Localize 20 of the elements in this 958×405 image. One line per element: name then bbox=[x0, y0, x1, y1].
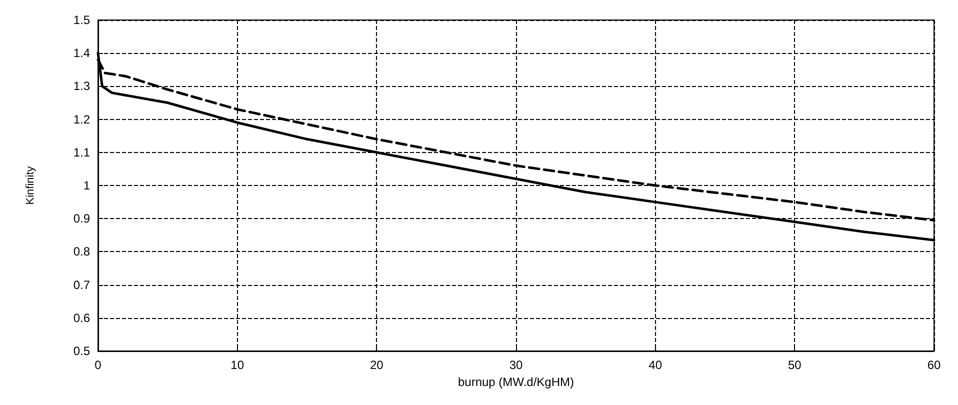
y-tick-label: 0.7 bbox=[73, 278, 90, 292]
y-tick-label: 1.4 bbox=[73, 46, 90, 60]
x-tick-label: 10 bbox=[230, 358, 244, 372]
x-tick-label: 60 bbox=[927, 358, 941, 372]
y-tick-label: 1 bbox=[83, 178, 90, 192]
x-axis-title: burnup (MW.d/KgHM) bbox=[458, 374, 574, 389]
x-tick-label: 20 bbox=[370, 358, 384, 372]
y-tick-label: 0.8 bbox=[73, 244, 90, 259]
y-tick-label: 0.6 bbox=[73, 310, 90, 325]
y-tick-label: 1.3 bbox=[73, 79, 90, 94]
y-tick-label: 1.1 bbox=[73, 145, 90, 160]
y-tick-label: 1.5 bbox=[73, 13, 90, 27]
x-tick-label: 30 bbox=[509, 358, 523, 372]
x-tick-label: 0 bbox=[94, 358, 102, 372]
y-tick-label: 0.5 bbox=[73, 344, 90, 358]
y-tick-label: 1.2 bbox=[73, 112, 90, 126]
x-tick-label: 40 bbox=[648, 358, 662, 372]
x-tick-label: 50 bbox=[788, 358, 802, 372]
y-axis-title: Kinfinity bbox=[24, 166, 36, 205]
y-tick-label: 0.9 bbox=[73, 212, 90, 226]
